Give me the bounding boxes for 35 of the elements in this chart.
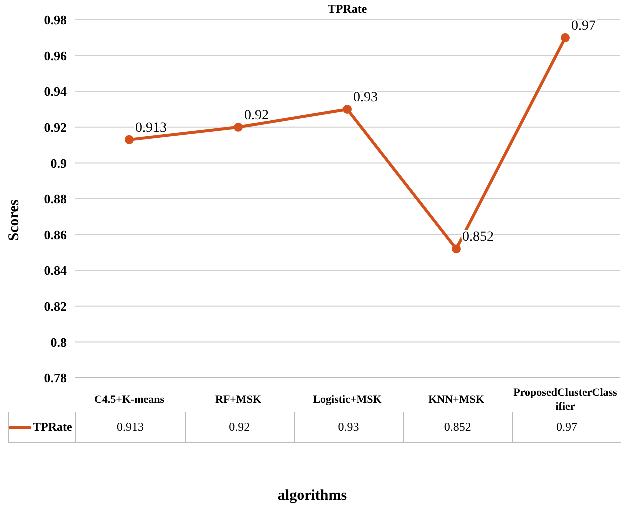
data-label: 0.97	[512, 412, 621, 442]
point	[125, 135, 134, 144]
y-tick-label: 0.98	[44, 12, 68, 28]
chart-title: TPRate	[326, 2, 368, 17]
data-label: 0.93	[294, 412, 403, 442]
point	[561, 33, 570, 42]
x-tick-label: RF+MSK	[216, 394, 262, 406]
x-tick-label: C4.5+K-means	[94, 394, 166, 406]
text: 0.913	[136, 120, 167, 136]
point	[234, 122, 243, 132]
x-tick-label: KNN+MSK	[428, 394, 485, 406]
y-tick-label: 0.8	[50, 334, 68, 350]
text: 0.93	[354, 90, 378, 106]
text: 0.92	[244, 108, 269, 124]
y-tick-label: 0.82	[44, 299, 67, 314]
point	[452, 244, 461, 254]
y-tick-label: 0.78	[44, 370, 68, 386]
text: 0.852	[462, 230, 494, 246]
y-tick-label: 0.92	[44, 120, 67, 136]
x-tick-label: Logistic+MSK	[313, 394, 382, 406]
x-axis-title: algorithms	[276, 488, 348, 505]
data-label: 0.92	[184, 412, 294, 442]
data-label: 0.852	[402, 412, 512, 442]
y-tick-label: 0.84	[44, 263, 68, 278]
y-axis-title: Scores	[6, 198, 24, 244]
y-tick-label: 0.9	[50, 156, 68, 171]
y-tick-label: 0.88	[44, 192, 68, 207]
legend-label: TPRate	[32, 418, 74, 436]
point	[343, 105, 352, 114]
x-tick-label: ProposedClusterClassifier	[514, 387, 618, 413]
y-tick-label: 0.86	[44, 227, 68, 242]
y-tick-label: 0.96	[44, 48, 68, 64]
text: 0.97	[572, 18, 596, 34]
y-tick-label: 0.94	[44, 84, 68, 100]
data-label: 0.913	[75, 412, 185, 442]
